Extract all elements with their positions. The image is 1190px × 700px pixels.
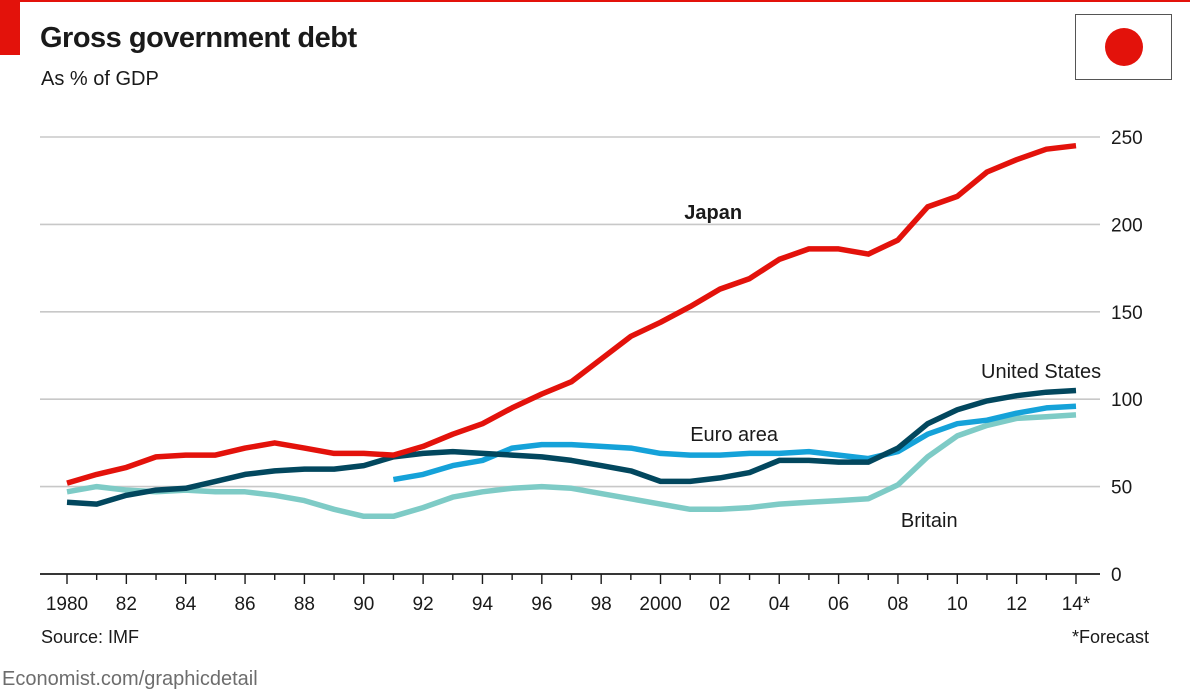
series-line-britain (66, 412, 1077, 520)
series-label-euro-area: Euro area (690, 424, 779, 446)
top-rule (0, 0, 1190, 2)
y-tick-label-200: 200 (1111, 215, 1143, 236)
x-tick-label-1996: 96 (531, 594, 552, 615)
series-labels: Japan United States Euro area Britain (684, 202, 1101, 532)
x-tick-label-1980: 1980 (46, 594, 88, 615)
x-tick-label-1990: 90 (353, 594, 374, 615)
chart-title: Gross government debt (40, 22, 357, 54)
x-axis: 1980 82 84 86 88 90 92 94 96 98 2000 02 04 06 08 10 12 14… (40, 573, 1100, 615)
x-tick-label-2002: 02 (709, 594, 730, 615)
x-tick-label-1986: 86 (234, 594, 255, 615)
series-label-united-states: United States (981, 361, 1101, 383)
x-tick-label-1984: 84 (175, 594, 197, 615)
credit-line: Economist.com/graphicdetail (2, 668, 258, 690)
y-axis-labels: 0 50 100 150 200 250 (1111, 128, 1143, 586)
source-note: Source: IMF (41, 627, 140, 647)
brand-tag (0, 0, 20, 55)
japan-flag-icon (1075, 14, 1172, 80)
series-label-japan: Japan (684, 202, 742, 224)
y-tick-label-0: 0 (1111, 565, 1122, 586)
x-tick-label-1994: 94 (472, 594, 494, 615)
x-tick-label-1982: 82 (116, 594, 137, 615)
series-label-britain: Britain (901, 510, 958, 532)
x-tick-label-2004: 04 (769, 594, 791, 615)
y-tick-label-50: 50 (1111, 478, 1132, 499)
series-line-japan (66, 142, 1077, 486)
y-tick-label-150: 150 (1111, 303, 1143, 324)
series-line-united-states (66, 387, 1077, 507)
series-lines (66, 142, 1077, 520)
x-tick-label-2014: 14* (1062, 594, 1091, 615)
x-tick-label-1998: 98 (591, 594, 612, 615)
gridlines (40, 136, 1100, 488)
x-tick-label-2010: 10 (947, 594, 968, 615)
chart-subtitle: As % of GDP (41, 68, 159, 90)
x-tick-label-2000: 2000 (639, 594, 681, 615)
series-line-euro-area (392, 403, 1077, 483)
flag-disc (1105, 28, 1143, 66)
y-tick-label-250: 250 (1111, 128, 1143, 149)
y-tick-label-100: 100 (1111, 390, 1143, 411)
x-tick-label-1992: 92 (413, 594, 434, 615)
forecast-footnote: *Forecast (1071, 627, 1149, 647)
x-tick-label-2006: 06 (828, 594, 849, 615)
x-tick-label-2008: 08 (887, 594, 908, 615)
x-tick-label-1988: 88 (294, 594, 315, 615)
x-tick-label-2012: 12 (1006, 594, 1027, 615)
